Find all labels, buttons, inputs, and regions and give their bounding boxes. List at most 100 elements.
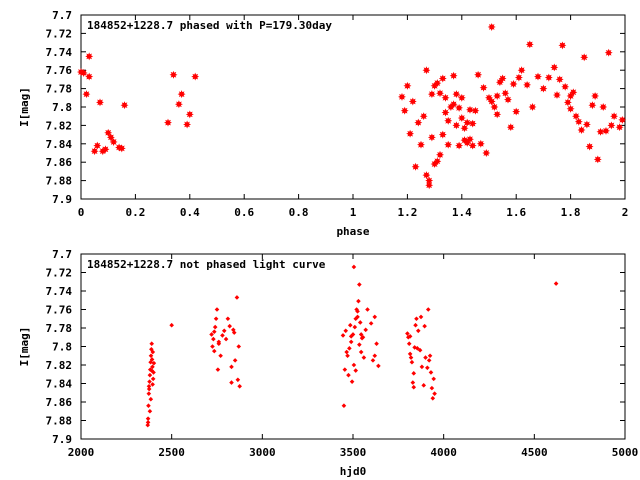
y-tick-label: 7.9: [52, 433, 72, 446]
plot-title: 184852+1228.7 phased with P=179.30day: [87, 19, 332, 32]
data-point: [235, 377, 241, 383]
data-point: [147, 372, 153, 378]
data-point: [149, 357, 155, 362]
data-point: [356, 298, 361, 304]
y-tick-label: 7.84: [46, 138, 73, 151]
data-point: [441, 108, 450, 117]
data-point: [229, 364, 234, 370]
data-point: [216, 339, 222, 345]
data-point: [457, 114, 466, 122]
data-point: [593, 155, 602, 164]
data-point: [569, 88, 578, 97]
y-tick-label: 7.9: [52, 193, 72, 206]
data-point: [151, 360, 157, 366]
data-point: [211, 329, 217, 334]
data-point: [117, 144, 126, 153]
data-point: [341, 403, 347, 408]
data-point: [355, 309, 360, 314]
data-point: [357, 320, 363, 325]
y-tick-label: 7.78: [46, 322, 73, 335]
data-point: [372, 314, 378, 320]
data-point: [413, 322, 418, 328]
x-tick-label: 2000: [68, 446, 95, 459]
data-point: [487, 97, 496, 106]
data-point: [169, 322, 174, 328]
data-point: [150, 364, 155, 370]
x-tick-label: 0.8: [289, 206, 309, 219]
data-point: [490, 103, 499, 111]
x-tick-label: 2500: [158, 446, 185, 459]
data-point: [407, 334, 413, 339]
data-point: [414, 316, 419, 322]
data-point: [169, 70, 178, 79]
data-point: [191, 72, 200, 81]
data-point: [234, 295, 240, 300]
data-point: [422, 323, 427, 329]
data-point: [452, 90, 461, 99]
data-point: [455, 103, 464, 112]
data-point: [210, 344, 215, 349]
data-point: [430, 396, 436, 401]
data-point: [417, 140, 425, 149]
data-point: [185, 110, 194, 119]
data-point: [615, 123, 624, 132]
data-point: [351, 362, 357, 368]
data-point: [104, 128, 113, 137]
data-point: [357, 342, 362, 347]
data-point: [418, 314, 424, 320]
y-tick-label: 7.86: [46, 396, 73, 409]
data-point: [212, 324, 218, 330]
data-point: [438, 74, 447, 83]
y-tick-label: 7.8: [52, 101, 72, 114]
data-point: [342, 367, 348, 372]
data-point: [209, 332, 214, 337]
data-point: [148, 359, 153, 365]
data-point: [436, 150, 444, 159]
data-point: [602, 126, 610, 135]
y-tick-label: 7.82: [46, 119, 73, 132]
data-point: [148, 353, 154, 359]
data-point: [213, 316, 219, 322]
data-point: [466, 105, 474, 114]
data-point: [563, 98, 572, 107]
data-point: [433, 157, 442, 166]
data-point: [406, 341, 412, 347]
data-point: [457, 93, 466, 102]
x-tick-label: 1.2: [397, 206, 417, 219]
data-point: [411, 162, 420, 171]
data-point: [417, 347, 423, 353]
y-tick-label: 7.88: [46, 175, 73, 188]
data-point: [96, 98, 104, 107]
data-point: [237, 383, 242, 389]
data-point: [425, 181, 434, 190]
data-point: [572, 112, 580, 121]
data-point: [528, 103, 537, 111]
data-point: [150, 349, 156, 355]
data-point: [431, 376, 436, 382]
data-point: [146, 383, 152, 389]
data-point: [376, 363, 381, 369]
data-point: [220, 333, 225, 338]
data-point: [427, 353, 433, 359]
data-point: [343, 328, 349, 334]
y-tick-label: 7.76: [46, 304, 73, 317]
data-point: [211, 348, 217, 354]
data-point: [147, 367, 153, 372]
y-tick-label: 7.78: [46, 83, 73, 96]
data-point: [365, 307, 370, 312]
data-point: [419, 112, 428, 121]
data-point: [512, 107, 521, 116]
data-point: [146, 403, 151, 408]
data-point: [145, 416, 151, 421]
data-point: [539, 84, 548, 93]
data-point: [553, 281, 559, 286]
data-point: [349, 379, 355, 384]
data-point: [351, 264, 357, 270]
data-point: [487, 23, 496, 31]
data-point: [344, 349, 349, 355]
data-point: [85, 72, 94, 81]
data-point: [553, 91, 561, 99]
data-point: [109, 138, 118, 146]
